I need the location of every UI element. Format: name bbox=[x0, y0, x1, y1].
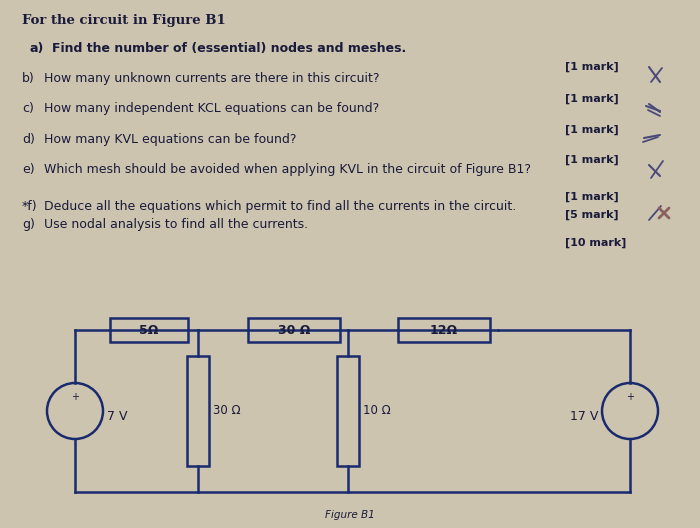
Text: 7 V: 7 V bbox=[107, 410, 127, 422]
Text: [10 mark]: [10 mark] bbox=[565, 238, 627, 248]
Text: *f): *f) bbox=[22, 200, 38, 213]
Text: [1 mark]: [1 mark] bbox=[565, 62, 619, 72]
Bar bbox=[110, 318, 188, 342]
Text: e): e) bbox=[22, 163, 34, 176]
Text: [5 mark]: [5 mark] bbox=[565, 210, 619, 220]
Text: How many KVL equations can be found?: How many KVL equations can be found? bbox=[44, 133, 297, 146]
Text: 12Ω: 12Ω bbox=[430, 325, 458, 337]
Text: Find the number of (essential) nodes and meshes.: Find the number of (essential) nodes and… bbox=[52, 42, 406, 55]
Text: 10 Ω: 10 Ω bbox=[363, 404, 391, 418]
Text: g): g) bbox=[22, 218, 35, 231]
Text: +: + bbox=[71, 392, 79, 402]
Text: d): d) bbox=[22, 133, 35, 146]
Text: [1 mark]: [1 mark] bbox=[565, 125, 619, 135]
Text: [1 mark]: [1 mark] bbox=[565, 155, 619, 165]
Text: a): a) bbox=[30, 42, 44, 55]
Text: Figure B1: Figure B1 bbox=[325, 510, 375, 520]
Text: Use nodal analysis to find all the currents.: Use nodal analysis to find all the curre… bbox=[44, 218, 308, 231]
Text: 5Ω: 5Ω bbox=[139, 325, 159, 337]
Text: How many independent KCL equations can be found?: How many independent KCL equations can b… bbox=[44, 102, 379, 115]
Text: +: + bbox=[626, 392, 634, 402]
Bar bbox=[337, 356, 359, 466]
Text: b): b) bbox=[22, 72, 35, 85]
Text: 30 Ω: 30 Ω bbox=[213, 404, 241, 418]
Text: Which mesh should be avoided when applying KVL in the circuit of Figure B1?: Which mesh should be avoided when applyi… bbox=[44, 163, 531, 176]
Text: How many unknown currents are there in this circuit?: How many unknown currents are there in t… bbox=[44, 72, 379, 85]
Text: Deduce all the equations which permit to find all the currents in the circuit.: Deduce all the equations which permit to… bbox=[44, 200, 517, 213]
Text: 30 Ω: 30 Ω bbox=[278, 325, 310, 337]
Text: For the circuit in Figure B1: For the circuit in Figure B1 bbox=[22, 14, 225, 27]
Text: c): c) bbox=[22, 102, 34, 115]
Text: [1 mark]: [1 mark] bbox=[565, 192, 619, 202]
Text: [1 mark]: [1 mark] bbox=[565, 94, 619, 104]
Bar bbox=[248, 318, 340, 342]
Bar bbox=[398, 318, 490, 342]
Text: 17 V: 17 V bbox=[570, 410, 598, 422]
Bar bbox=[187, 356, 209, 466]
